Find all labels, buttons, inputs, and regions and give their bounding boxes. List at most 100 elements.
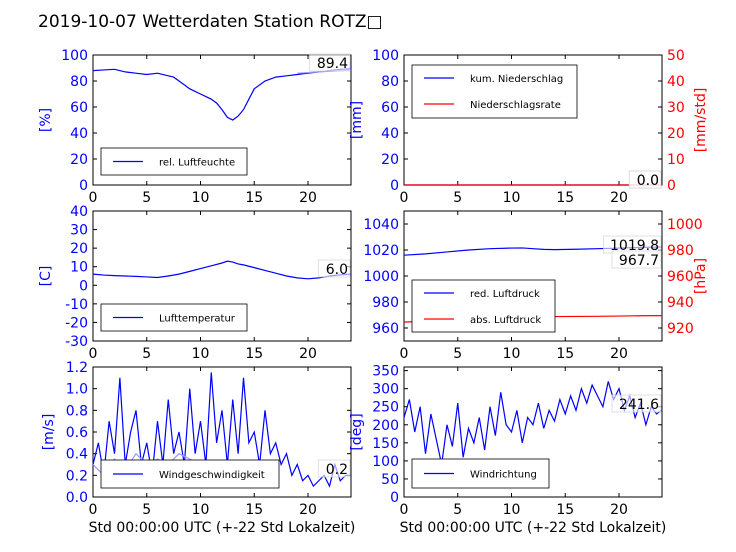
y-right-axis-label: [mm/std] xyxy=(693,88,709,153)
y-tick-label: 0 xyxy=(390,490,399,506)
y-tick-label: 1.0 xyxy=(66,382,88,398)
y-right-tick-label: 960 xyxy=(667,269,694,285)
legend-label: Niederschlagsrate xyxy=(470,100,561,111)
panel-3: 0 5 10 15 20 -30 -20 -10 0 10 20 30 40 [C] Lufttempera… xyxy=(38,204,352,362)
figure-title: 2019-10-07 Wetterdaten Station ROTZ□ xyxy=(38,12,383,32)
legend-box xyxy=(411,64,578,119)
y-tick-label: 100 xyxy=(372,48,399,64)
x-tick-label: 20 xyxy=(299,502,317,518)
y-tick-label: -10 xyxy=(65,297,88,313)
y-right-tick-label: 40 xyxy=(667,74,685,90)
y-axis-label: [%] xyxy=(38,108,54,132)
y-tick-label: 980 xyxy=(372,295,399,311)
y-right-tick-label: 980 xyxy=(667,243,694,259)
y-tick-label: 60 xyxy=(70,100,88,116)
y-right-tick-label: 10 xyxy=(667,152,685,168)
y-tick-label: 40 xyxy=(70,126,88,142)
y-tick-label: 20 xyxy=(70,241,88,257)
x-tick-label: 10 xyxy=(192,502,210,518)
y-right-tick-label: 30 xyxy=(667,100,685,116)
y-tick-label: 0.8 xyxy=(66,403,88,419)
x-axis-label: Std 00:00:00 UTC (+-22 Std Lokalzeit) xyxy=(400,520,667,536)
x-tick-label: 5 xyxy=(142,190,151,206)
x-tick-label: 5 xyxy=(453,190,462,206)
series-line-1 xyxy=(92,372,351,488)
x-tick-label: 10 xyxy=(503,502,521,518)
x-tick-label: 20 xyxy=(610,502,628,518)
panel-2: 0 5 10 15 20 0 20 40 60 80 100 0 10 20 30 40 50 [mm] [mm/s… xyxy=(349,48,709,206)
current-value-label: 6.0 xyxy=(326,262,348,278)
panel-4: 0 5 10 15 20 960 980 1000 1020 1040 920 940 960 980 10… xyxy=(363,210,709,362)
series-line-1 xyxy=(403,381,663,465)
y-tick-label: 0 xyxy=(79,278,88,294)
y-tick-label: 0.4 xyxy=(66,447,88,463)
current-value-label: 1019.8 xyxy=(610,238,659,254)
y-tick-label: 30 xyxy=(70,223,88,239)
x-tick-label: 15 xyxy=(245,190,263,206)
legend-label: Windrichtung xyxy=(470,470,537,481)
y-tick-label: 1000 xyxy=(363,269,399,285)
y-tick-label: 20 xyxy=(70,152,88,168)
y-tick-label: 350 xyxy=(372,364,399,380)
y-tick-label: 1040 xyxy=(363,217,399,233)
y-right-tick-label: 940 xyxy=(667,295,694,311)
x-tick-label: 0 xyxy=(89,190,98,206)
y-axis-label: [m/s] xyxy=(41,414,57,451)
y-right-tick-label: 1000 xyxy=(667,217,703,233)
y-tick-label: 20 xyxy=(381,152,399,168)
y-tick-label: 1020 xyxy=(363,243,399,259)
x-tick-label: 5 xyxy=(142,502,151,518)
x-tick-label: 10 xyxy=(503,346,521,362)
y-tick-label: 50 xyxy=(381,472,399,488)
y-tick-label: 60 xyxy=(381,100,399,116)
legend-label: Lufttemperatur xyxy=(159,314,236,325)
y-right-tick-label: 20 xyxy=(667,126,685,142)
current-value-label: 241.6 xyxy=(619,397,659,413)
x-tick-label: 20 xyxy=(299,346,317,362)
x-axis-label: Std 00:00:00 UTC (+-22 Std Lokalzeit) xyxy=(89,520,356,536)
x-tick-label: 15 xyxy=(556,502,574,518)
legend-label: kum. Niederschlag xyxy=(470,74,563,85)
y-right-tick-label: 50 xyxy=(667,48,685,64)
y-tick-label: 0 xyxy=(390,178,399,194)
series-line-1 xyxy=(92,68,352,121)
legend-label: rel. Luftfeuchte xyxy=(159,158,235,169)
x-tick-label: 0 xyxy=(89,346,98,362)
x-tick-label: 10 xyxy=(192,190,210,206)
x-tick-label: 15 xyxy=(245,346,263,362)
current-value-box xyxy=(317,259,351,278)
y-tick-label: 40 xyxy=(70,204,88,220)
x-tick-label: 20 xyxy=(610,346,628,362)
legend-label: Windgeschwindigkeit xyxy=(159,470,265,481)
current-value-label: 0.2 xyxy=(326,462,348,478)
current-value-box xyxy=(309,53,351,72)
y-tick-label: 40 xyxy=(381,126,399,142)
panel-5: 0 5 10 15 20 0.0 0.2 0.4 0.6 0.8 1.0 1.2 [m/s] Std 00… xyxy=(41,360,355,536)
x-tick-label: 0 xyxy=(400,502,409,518)
y-tick-label: -30 xyxy=(65,334,88,350)
y-tick-label: 200 xyxy=(372,418,399,434)
y-tick-label: -20 xyxy=(65,315,88,331)
series-line-1 xyxy=(92,260,352,280)
y-tick-label: 0.0 xyxy=(66,490,88,506)
current-value-box xyxy=(317,459,351,478)
x-tick-label: 20 xyxy=(299,190,317,206)
y-tick-label: 100 xyxy=(61,48,88,64)
y-axis-label: [deg] xyxy=(349,413,365,450)
y-tick-label: 1.2 xyxy=(66,360,88,376)
x-tick-label: 15 xyxy=(245,502,263,518)
panel-1: 0 5 10 15 20 0 20 40 60 80 100 [%] rel. Luftfeuchte 8… xyxy=(38,48,352,206)
y-right-tick-label: 920 xyxy=(667,321,694,337)
y-tick-label: 80 xyxy=(381,74,399,90)
y-tick-label: 300 xyxy=(372,382,399,398)
legend-box xyxy=(411,279,556,333)
y-tick-label: 960 xyxy=(372,321,399,337)
x-tick-label: 0 xyxy=(400,346,409,362)
x-tick-label: 10 xyxy=(503,190,521,206)
x-tick-label: 0 xyxy=(89,502,98,518)
x-tick-label: 10 xyxy=(192,346,210,362)
x-tick-label: 0 xyxy=(400,190,409,206)
legend-label: red. Luftdruck xyxy=(470,289,540,300)
